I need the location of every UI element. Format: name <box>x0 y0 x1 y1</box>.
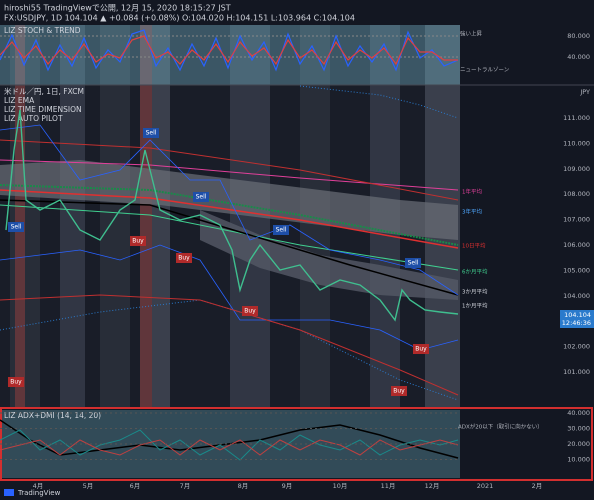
signal-label: Sell <box>146 130 157 137</box>
price-axis: 111.000 110.000 109.000 108.000 107.000 106.0… <box>563 114 590 376</box>
ma-line <box>0 189 459 249</box>
signal-label: Sell <box>196 194 207 201</box>
x-tick-label: 11月 <box>381 482 396 490</box>
main-legend: 米ドル／円, 1日, FXCM LIZ EMA LIZ TIME DIMENSI… <box>4 86 84 123</box>
signal-label: Sell <box>276 227 287 234</box>
legend-item: LIZ EMA <box>4 96 35 105</box>
band-line <box>0 244 459 351</box>
sell-signal <box>143 128 159 138</box>
ma-label: 1年平均 <box>462 188 482 196</box>
y-tick-label: 111.000 <box>563 114 590 122</box>
pane-note: 強い上昇 <box>460 30 483 38</box>
ma-line <box>0 139 459 201</box>
countdown: 12:46:36 <box>562 319 591 327</box>
signal-label: Buy <box>10 379 22 386</box>
y-tick-label: 40.000 <box>567 409 590 417</box>
y-tick-label: 20.000 <box>567 440 590 448</box>
pane-title: LIZ ADX+DMI (14, 14, 20) <box>4 411 101 420</box>
y-tick-label: 10.000 <box>567 456 590 464</box>
signals: Sell Sell Sell Sell Sell Buy Buy Buy Buy… <box>8 128 429 396</box>
buy-signal <box>176 253 192 263</box>
x-tick-label: 2月 <box>532 482 543 490</box>
legend-item: LIZ TIME DIMENSION <box>4 105 82 114</box>
sell-signal <box>405 258 421 268</box>
x-tick-label: 6月 <box>130 482 141 490</box>
stoch-d <box>0 35 458 66</box>
buy-signal <box>391 386 407 396</box>
time-axis: 4月 5月 6月 7月 8月 9月 10月 11月 12月 2021 2月 <box>33 482 543 490</box>
logo-icon <box>4 489 14 496</box>
ma-line <box>0 159 459 191</box>
pane-title: LIZ STOCH & TREND <box>4 26 81 35</box>
buy-signal <box>130 236 146 246</box>
sell-signal <box>273 225 289 235</box>
y-tick-label: 107.000 <box>563 216 590 224</box>
legend-item: 米ドル／円, 1日, FXCM <box>4 86 84 96</box>
signal-label: Sell <box>408 260 419 267</box>
x-tick-label: 7月 <box>180 482 191 490</box>
ma-label: 3年平均 <box>462 208 482 216</box>
footer-logo: TradingView <box>17 489 61 497</box>
x-tick-label: 5月 <box>83 482 94 490</box>
buy-signal <box>8 377 24 387</box>
y-tick-label: 102.000 <box>563 343 590 351</box>
y-tick-label: 109.000 <box>563 165 590 173</box>
header-line: FX:USDJPY, 1D 104.104 ▲ +0.084 (+0.08%) … <box>4 14 355 23</box>
buy-signal <box>413 344 429 354</box>
x-tick-label: 8月 <box>238 482 249 490</box>
header-line: hiroshi55 TradingViewで公開, 12月 15, 2020 1… <box>4 4 231 13</box>
sell-signal <box>193 192 209 202</box>
ma-line <box>0 184 459 246</box>
signal-label: Sell <box>11 224 22 231</box>
signal-label: Buy <box>244 308 256 315</box>
y-tick-label: 105.000 <box>563 266 590 274</box>
ma-label: 3か月平均 <box>462 288 488 296</box>
band-line <box>299 85 459 119</box>
band-line <box>0 124 459 296</box>
last-price: 104.104 <box>564 311 591 319</box>
y-tick-label: 40.000 <box>567 53 590 61</box>
pane-note: ADXが20以下（取引に向かない） <box>458 423 543 431</box>
legend-item: LIZ AUTO PILOT <box>4 114 63 123</box>
band-line <box>0 299 459 401</box>
ma-line <box>0 204 459 271</box>
y-tick-label: 80.000 <box>567 32 590 40</box>
y-tick-label: 30.000 <box>567 425 590 433</box>
sell-signal <box>8 222 24 232</box>
y-tick-label: 110.000 <box>563 139 590 147</box>
dmi-plus <box>0 429 459 461</box>
x-tick-label: 10月 <box>333 482 348 490</box>
signal-label: Buy <box>178 255 190 262</box>
buy-signal <box>242 306 258 316</box>
signal-label: Buy <box>132 238 144 245</box>
currency: JPY <box>579 88 590 96</box>
y-tick-label: 104.000 <box>563 292 590 300</box>
x-tick-label: 12月 <box>425 482 440 490</box>
price-line <box>5 109 459 322</box>
ma-label: 1か月平均 <box>462 302 488 310</box>
y-tick-label: 106.000 <box>563 241 590 249</box>
ma-label: 6か月平均 <box>462 268 488 276</box>
dmi-minus <box>0 439 459 456</box>
x-tick-label: 2021 <box>477 482 494 490</box>
stoch-k <box>0 29 459 72</box>
zone-label: ニュートラルゾーン <box>460 67 510 74</box>
ma-labels: 1年平均 3年平均 10日平均 6か月平均 3か月平均 1か月平均 <box>462 188 488 310</box>
price-tag <box>560 310 594 328</box>
signal-label: Buy <box>415 346 427 353</box>
y-tick-label: 108.000 <box>563 190 590 198</box>
y-tick-label: 101.000 <box>563 368 590 376</box>
ma-line <box>0 199 459 296</box>
signal-label: Buy <box>393 388 405 395</box>
cloud <box>0 160 458 240</box>
ma-label: 10日平均 <box>462 242 486 250</box>
adx-axis: 40.000 30.000 20.000 10.000 <box>0 409 590 464</box>
x-tick-label: 4月 <box>33 482 44 490</box>
x-tick-label: 9月 <box>282 482 293 490</box>
